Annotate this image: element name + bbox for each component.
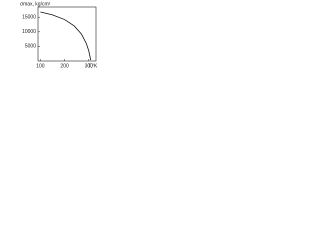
plot-frame bbox=[37, 6, 97, 62]
y-axis-label: σmax, kg/cm² bbox=[20, 1, 51, 7]
x-tick-label: 300 bbox=[85, 63, 94, 69]
y-tick-label: 15000 bbox=[22, 15, 36, 21]
x-tick-label: 100 bbox=[36, 63, 45, 69]
x-axis-label: T,°K bbox=[88, 63, 98, 69]
x-tick-label: 200 bbox=[60, 63, 69, 69]
chart: σmax, kg/cm² T,°K 5000 10000 15000 100 200 30… bbox=[20, 1, 98, 69]
y-tick-label: 10000 bbox=[22, 29, 36, 35]
y-tick-label: 5000 bbox=[25, 44, 36, 50]
line bbox=[40, 11, 92, 61]
